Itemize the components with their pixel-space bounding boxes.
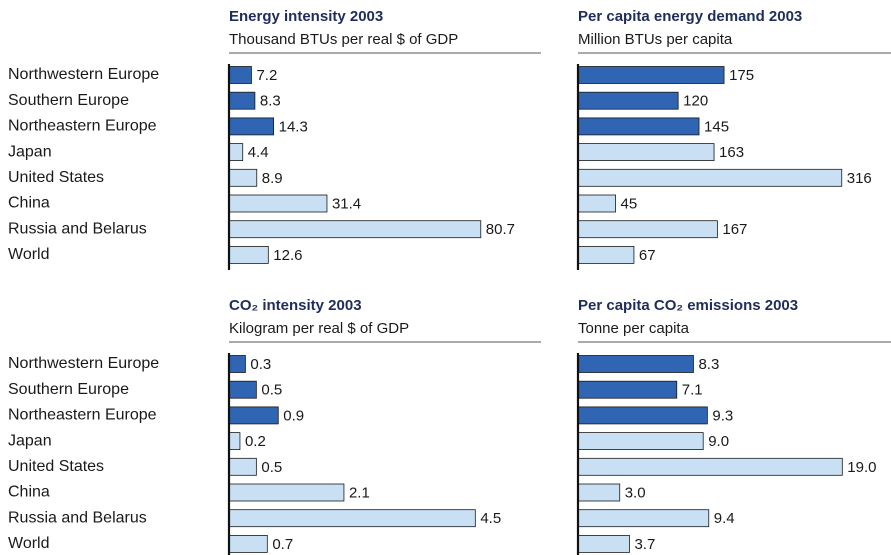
value-label: 0.7: [272, 536, 293, 553]
category-label: China: [8, 484, 50, 501]
bar: [577, 194, 616, 213]
bar: [228, 66, 252, 84]
bar: [577, 355, 694, 373]
panel-title: CO₂ intensity 2003: [229, 297, 362, 314]
bar: [577, 509, 710, 528]
value-label: 0.9: [283, 407, 304, 424]
panel-subtitle: Million BTUs per capita: [578, 31, 733, 48]
value-label: 0.2: [245, 433, 266, 450]
category-label: Northwestern Europe: [8, 66, 159, 83]
bar: [228, 457, 257, 476]
value-label: 14.3: [279, 118, 308, 135]
value-label: 175: [729, 67, 754, 84]
bar: [228, 509, 476, 528]
bar: [577, 406, 708, 425]
bar: [228, 91, 256, 110]
bar: [228, 220, 482, 239]
category-label: World: [8, 535, 50, 552]
value-label: 9.4: [714, 510, 735, 527]
bar: [577, 483, 621, 502]
bar: [228, 117, 275, 136]
category-label: Northeastern Europe: [8, 407, 157, 424]
value-label: 120: [683, 93, 708, 110]
value-label: 7.2: [256, 67, 277, 84]
bar: [577, 91, 679, 110]
category-label: World: [8, 246, 50, 263]
value-label: 31.4: [332, 195, 361, 212]
bar: [577, 535, 630, 553]
category-label: United States: [8, 458, 104, 475]
value-label: 145: [704, 118, 729, 135]
bar: [228, 355, 246, 373]
category-label: Northeastern Europe: [8, 118, 157, 135]
value-label: 0.5: [261, 459, 282, 476]
bar: [577, 432, 704, 451]
category-label: Russia and Belarus: [8, 220, 147, 237]
bar: [577, 380, 678, 399]
category-label: Russia and Belarus: [8, 509, 147, 526]
value-label: 3.0: [625, 484, 646, 501]
value-label: 7.1: [682, 382, 703, 399]
bar: [228, 483, 345, 502]
value-label: 8.3: [698, 356, 719, 373]
category-label: United States: [8, 169, 104, 186]
panel-title: Per capita CO₂ emissions 2003: [578, 297, 798, 314]
bar: [228, 380, 257, 399]
category-label: Southern Europe: [8, 92, 129, 109]
category-label: Japan: [8, 432, 52, 449]
value-label: 4.5: [480, 510, 501, 527]
panel-subtitle: Tonne per capita: [578, 320, 690, 337]
panel-title: Energy intensity 2003: [229, 8, 383, 25]
bar: [228, 245, 269, 264]
value-label: 167: [722, 221, 747, 238]
value-label: 8.3: [260, 93, 281, 110]
value-label: 9.3: [712, 407, 733, 424]
bar: [228, 168, 258, 187]
category-label: Southern Europe: [8, 381, 129, 398]
panel-title: Per capita energy demand 2003: [578, 8, 802, 25]
category-label: Japan: [8, 143, 52, 160]
bar: [577, 143, 715, 162]
bar: [577, 457, 843, 476]
value-label: 67: [639, 247, 656, 264]
category-label: Northwestern Europe: [8, 355, 159, 372]
value-label: 2.1: [349, 484, 370, 501]
bar: [228, 406, 279, 425]
bar: [228, 432, 241, 451]
value-label: 0.5: [261, 382, 282, 399]
value-label: 8.9: [262, 170, 283, 187]
value-label: 9.0: [708, 433, 729, 450]
bar: [228, 535, 268, 553]
panel-subtitle: Thousand BTUs per real $ of GDP: [229, 31, 458, 48]
bar: [577, 220, 718, 239]
value-label: 3.7: [634, 536, 655, 553]
value-label: 19.0: [847, 459, 876, 476]
bar: [577, 168, 843, 187]
value-label: 4.4: [248, 144, 269, 161]
value-label: 316: [847, 170, 872, 187]
panel-subtitle: Kilogram per real $ of GDP: [229, 320, 409, 337]
value-label: 0.3: [250, 356, 271, 373]
value-label: 163: [719, 144, 744, 161]
value-label: 80.7: [486, 221, 515, 238]
category-label: China: [8, 195, 50, 212]
bar: [577, 245, 635, 264]
bar: [577, 117, 700, 136]
bar: [577, 66, 725, 84]
value-label: 12.6: [273, 247, 302, 264]
bar: [228, 194, 328, 213]
bar: [228, 143, 244, 162]
value-label: 45: [621, 195, 638, 212]
